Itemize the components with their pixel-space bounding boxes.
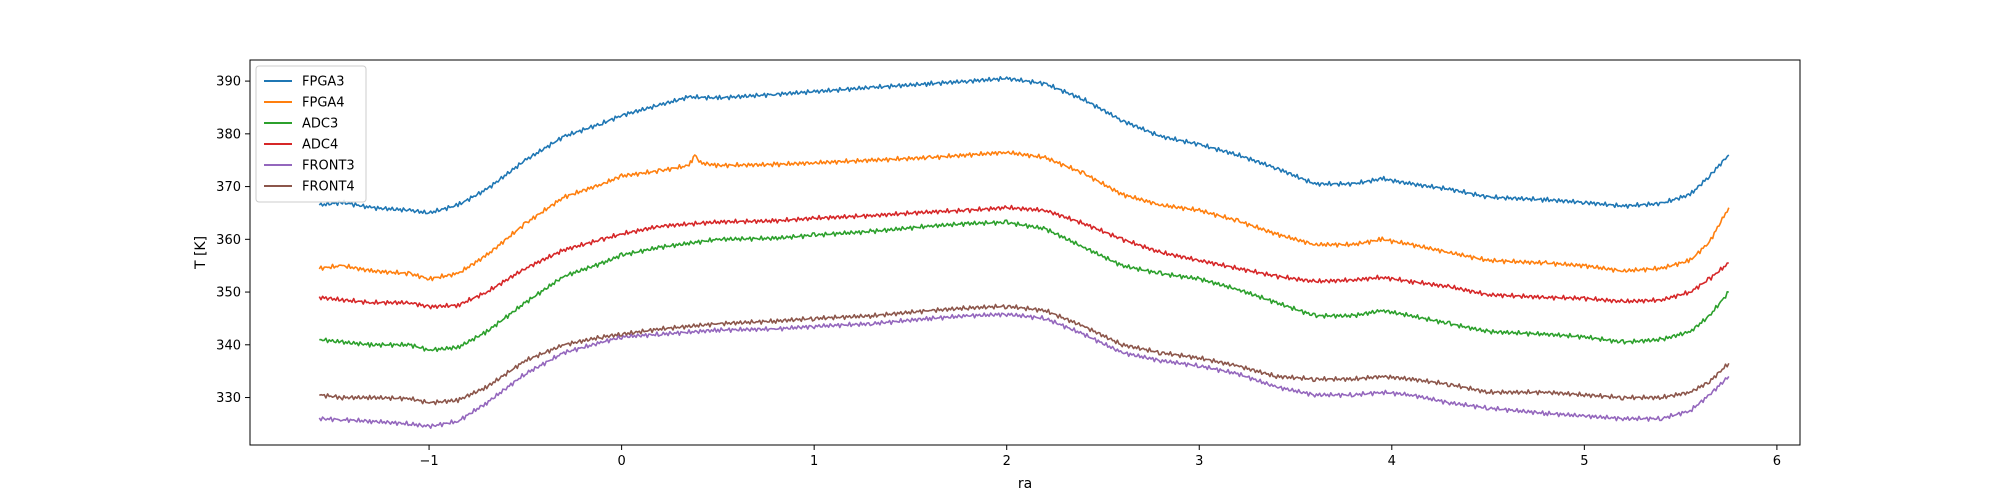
- series-line-fpga3: [318, 76, 1730, 215]
- y-tick-label: 340: [216, 338, 241, 353]
- x-tick-label: 6: [1773, 454, 1781, 469]
- series-line-front3: [318, 312, 1730, 430]
- legend-label: FRONT3: [302, 159, 355, 174]
- legend-label: ADC4: [302, 138, 338, 153]
- series-line-fpga4: [318, 150, 1730, 282]
- x-tick-label: 0: [617, 454, 625, 469]
- y-tick-label: 360: [216, 233, 241, 248]
- legend-label: FRONT4: [302, 180, 355, 195]
- plot-frame: [249, 59, 1801, 446]
- series-line-adc3: [319, 219, 1729, 353]
- x-tick-label: 5: [1580, 454, 1588, 469]
- x-axis: −1 0 1 2 3 4 5 6: [419, 445, 1781, 469]
- series-layer: [318, 76, 1730, 430]
- series-line-front4: [319, 303, 1730, 406]
- x-tick-label: −1: [419, 454, 438, 469]
- y-tick-label: 370: [216, 180, 241, 195]
- x-tick-label: 3: [1195, 454, 1203, 469]
- y-tick-label: 380: [216, 127, 241, 142]
- x-tick-label: 2: [1003, 454, 1011, 469]
- x-tick-label: 1: [810, 454, 818, 469]
- legend: FPGA3 FPGA4 ADC3 ADC4 FRONT3 FRONT4: [255, 65, 367, 203]
- legend-box: [255, 65, 367, 203]
- x-tick-label: 4: [1388, 454, 1396, 469]
- y-tick-label: 390: [216, 75, 241, 90]
- y-tick-label: 330: [216, 391, 241, 406]
- y-axis-label: T [K]: [193, 236, 209, 270]
- x-axis-label: ra: [1018, 476, 1032, 492]
- y-tick-label: 350: [216, 286, 241, 301]
- plot-area: [250, 60, 1800, 445]
- legend-label: FPGA4: [302, 96, 345, 111]
- legend-label: ADC3: [302, 117, 338, 132]
- y-axis: 330 340 350 360 370 380 390: [216, 75, 250, 406]
- legend-label: FPGA3: [302, 75, 345, 90]
- series-line-adc4: [318, 204, 1729, 310]
